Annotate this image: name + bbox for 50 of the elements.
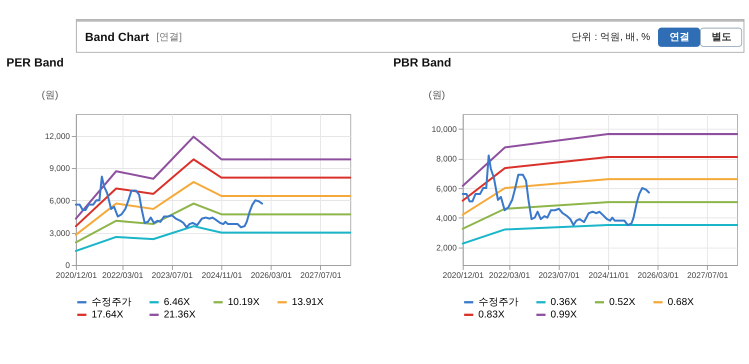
x-tick-label: 2024/11/01: [202, 271, 243, 280]
x-tick-label: 2022/03/01: [488, 271, 530, 280]
x-tick-label: 2020/12/01: [56, 271, 98, 280]
y-tick-label: 10,000: [432, 125, 458, 134]
line-series: [74, 202, 352, 244]
y-axis-title: (원): [428, 90, 446, 102]
legend-label: 13.91X: [292, 296, 324, 308]
text: 단위 : 억원, 배, %: [572, 32, 650, 44]
x-tick-label: 2023/07/01: [538, 271, 580, 280]
x-tick-label: 2022/03/01: [102, 271, 144, 280]
legend-label: 0.36X: [550, 296, 578, 308]
chart-title: PER Band: [6, 56, 64, 70]
legend-label: 0.99X: [550, 310, 578, 321]
line-series: [74, 180, 352, 236]
x-tick-label: 2027/07/01: [300, 271, 342, 280]
legend-label: 17.64X: [91, 310, 124, 321]
y-tick-label: 3,000: [49, 228, 70, 238]
line-series: [74, 158, 352, 228]
y-tick-label: 4,000: [436, 214, 458, 223]
x-tick-label: 2026/03/01: [638, 271, 680, 280]
text: [연결]: [156, 32, 182, 44]
legend-label: 0.83X: [478, 310, 505, 321]
line-series: [462, 154, 650, 226]
y-tick-label: 2,000: [436, 243, 458, 252]
line-series: [74, 225, 352, 252]
y-tick-label: 6,000: [436, 184, 458, 194]
y-tick-label: 12,000: [44, 132, 70, 141]
line-series: [74, 136, 352, 220]
legend-label: 21.36X: [164, 310, 196, 321]
y-tick-label: 0: [65, 261, 70, 270]
legend-label: 0.68X: [668, 296, 694, 308]
y-tick-label: 9,000: [49, 164, 70, 174]
legend-label: 10.19X: [228, 296, 260, 308]
y-tick-label: 8,000: [436, 154, 458, 164]
text: 연결: [669, 32, 690, 44]
legend-label: 0.52X: [609, 296, 636, 308]
legend-label: 수정주가: [91, 296, 132, 308]
chart-title: PBR Band: [393, 56, 452, 70]
legend-label: 6.46X: [164, 296, 190, 308]
line-series: [74, 176, 264, 228]
x-tick-label: 2026/03/01: [250, 271, 292, 280]
x-tick-label: 2023/07/01: [152, 271, 194, 280]
x-tick-label: 2027/07/01: [687, 271, 729, 280]
x-tick-label: 2024/11/01: [588, 271, 630, 280]
legend-label: 수정주가: [478, 296, 518, 308]
x-tick-label: 2020/12/01: [442, 271, 484, 280]
text: Band Chart: [85, 30, 150, 44]
y-tick-label: 6,000: [49, 196, 70, 206]
text: 별도: [712, 32, 732, 44]
y-axis-title: (원): [42, 90, 58, 102]
